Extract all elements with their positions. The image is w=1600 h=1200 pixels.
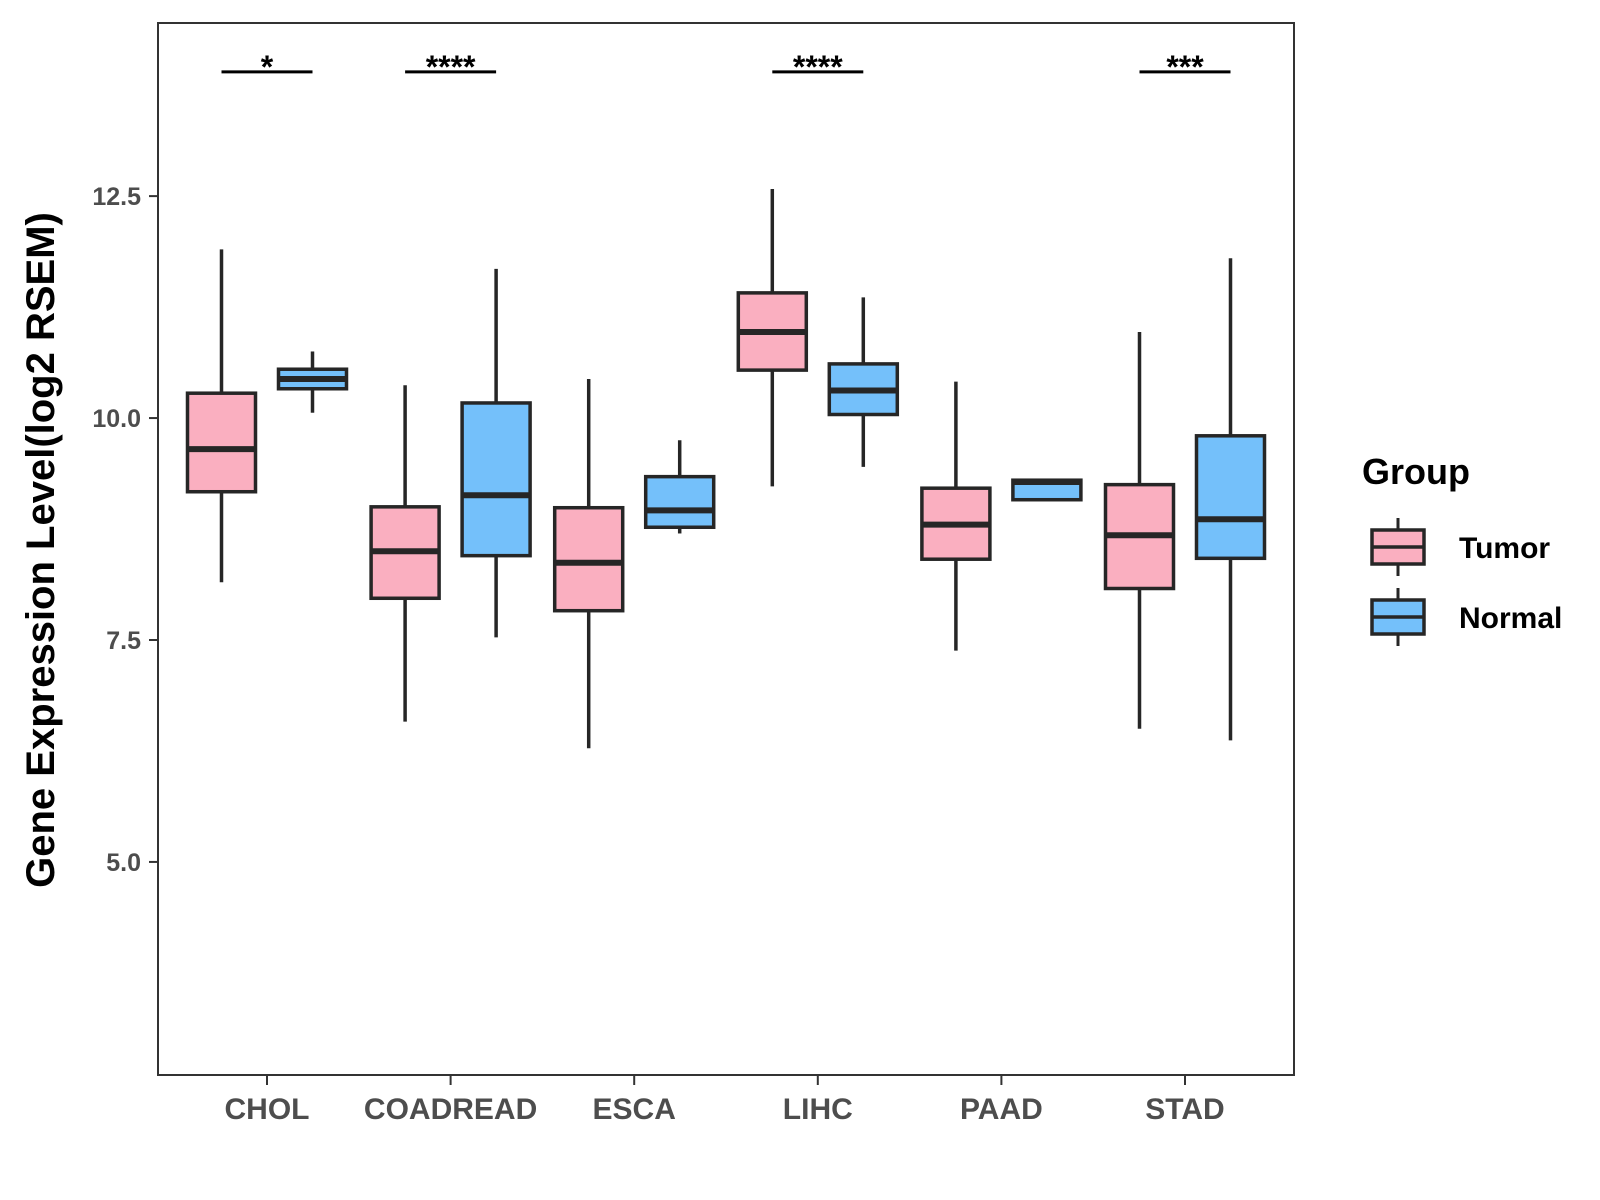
box-normal-chol [276, 351, 349, 413]
significance-label: * [261, 49, 274, 85]
box-normal-stad [1194, 258, 1267, 741]
significance-label: *** [1166, 49, 1204, 85]
box-tumor-lihc [736, 189, 809, 487]
box-tumor-chol [185, 249, 258, 583]
box-normal-coadread [460, 268, 532, 638]
legend-label: Normal [1459, 602, 1562, 635]
box-body [185, 391, 258, 494]
significance-annotations: * **** **** *** [221, 49, 1231, 85]
legend-label: Tumor [1459, 532, 1550, 565]
box-normal-esca [643, 440, 716, 534]
y-axis-title: Gene Expression Level(log2 RSEM) [19, 212, 63, 888]
legend-item-normal: Normal [1370, 588, 1562, 646]
box-series [185, 189, 1267, 749]
legend-item-tumor: Tumor [1370, 518, 1550, 576]
y-axis: 5.0 7.5 10.0 12.5 [92, 183, 158, 877]
x-tick-label: CHOL [225, 1093, 310, 1126]
box-body [643, 474, 716, 529]
legend: Group Tumor Normal [1362, 451, 1562, 646]
x-tick-label: COADREAD [364, 1093, 537, 1126]
x-tick-label: PAAD [960, 1093, 1043, 1126]
x-tick-label: STAD [1145, 1093, 1224, 1126]
y-tick-label: 5.0 [106, 849, 141, 877]
x-axis: CHOL COADREAD ESCA LIHC PAAD STAD [225, 1075, 1225, 1126]
significance-label: **** [426, 49, 476, 85]
y-tick-label: 12.5 [92, 183, 141, 211]
box-normal-lihc [827, 297, 900, 467]
box-normal-paad [1011, 478, 1083, 502]
box-body [1194, 434, 1267, 561]
box-body [460, 401, 532, 558]
box-body [552, 505, 625, 613]
significance-label: **** [793, 49, 843, 85]
x-tick-label: ESCA [593, 1093, 676, 1126]
box-tumor-esca [552, 378, 625, 749]
y-tick-label: 7.5 [106, 627, 141, 655]
legend-title: Group [1362, 451, 1470, 492]
y-tick-label: 10.0 [92, 405, 141, 433]
box-tumor-stad [1103, 331, 1176, 729]
box-tumor-coadread [369, 385, 441, 722]
box-tumor-paad [920, 381, 992, 651]
x-tick-label: LIHC [783, 1093, 853, 1126]
